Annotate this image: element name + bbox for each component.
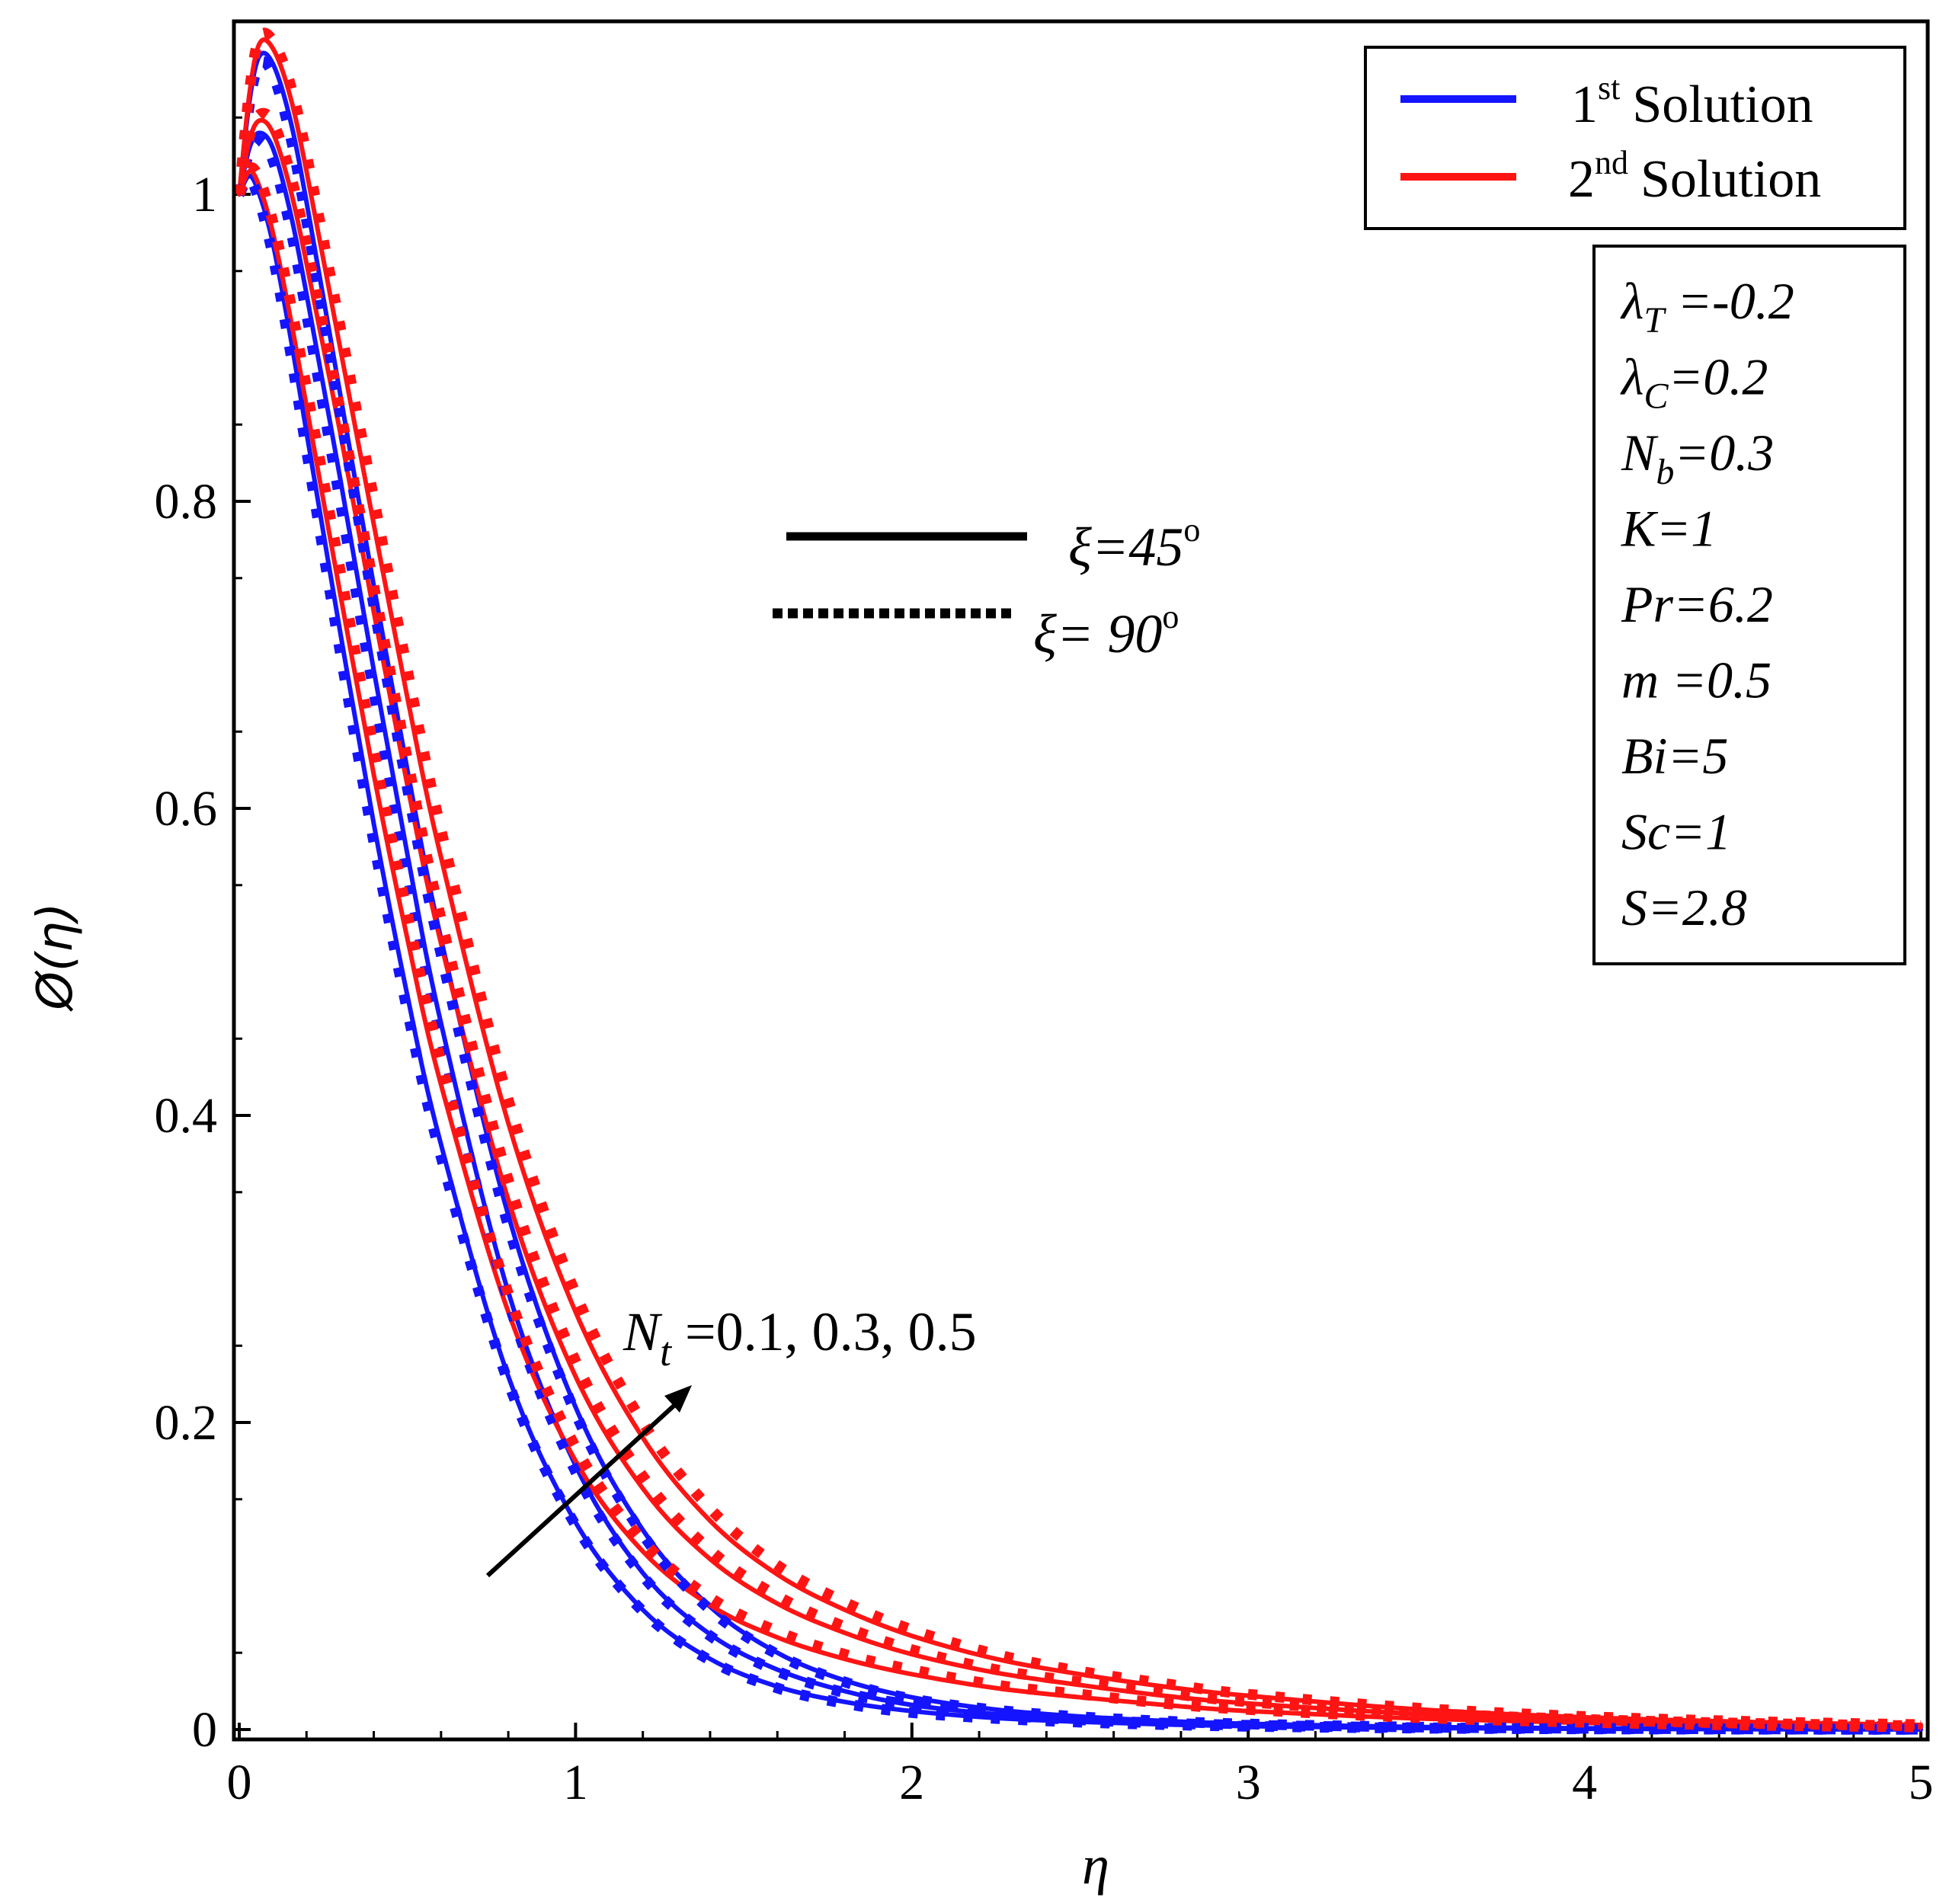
y-tick-label: 0.8 [155,474,218,530]
nt-annotation: Nt =0.1, 0.3, 0.5 [485,1301,977,1578]
parameter-box [1592,245,1906,965]
y-tick-label: 0.4 [155,1088,218,1144]
parameter-item: S=2.8 [1621,878,1747,936]
parameter-item: m =0.5 [1621,651,1772,709]
y-tick-label: 1 [192,167,217,222]
style-legend-dotted-label: ξ= 90o [1033,598,1179,664]
x-tick-label: 3 [1236,1755,1261,1810]
parameter-item: Pr=6.2 [1621,575,1773,633]
series-line-dotted-solution-2 [234,27,1922,1730]
x-tick-label: 1 [563,1755,588,1810]
x-tick-label: 2 [899,1755,924,1810]
nt-annotation-label: Nt =0.1, 0.3, 0.5 [623,1301,977,1374]
style-legend: ξ=45o ξ= 90o [773,511,1200,664]
legend: 1st Solution 2nd Solution [1364,46,1906,230]
x-tick-label: 0 [227,1755,252,1810]
y-axis-label: Ø(η) [27,903,84,1013]
parameter-item: λC=0.2 [1620,348,1768,417]
y-tick-label: 0.6 [155,781,218,837]
y-tick-label: 0.2 [155,1395,218,1451]
style-legend-solid-label: ξ=45o [1068,511,1200,578]
series-line-dotted-solution-2 [234,107,1922,1732]
x-tick-label: 4 [1572,1755,1597,1810]
legend-box [1364,46,1906,230]
series-line-solid-solution-2 [237,37,1923,1727]
y-tick-label: 0 [192,1702,217,1758]
parameter-item: Bi=5 [1621,727,1728,785]
parameter-list: λT =-0.2 λC=0.2 Nb=0.3 K=1 Pr=6.2 m =0.5 Bi=5… [1620,272,1794,936]
plot-curves [234,27,1923,1735]
plot-frame [232,19,1930,1742]
nt-arrow-head [664,1385,692,1413]
x-axis-label: η [1082,1835,1109,1896]
parameter-item: K=1 [1621,500,1717,558]
parameter-item: Nb=0.3 [1621,424,1774,492]
parameter-item: λT =-0.2 [1620,272,1794,341]
legend-label-solution-2: 2nd Solution [1568,144,1821,209]
parameter-item: Sc=1 [1621,803,1731,861]
x-tick-label: 5 [1909,1755,1934,1810]
legend-label-solution-1: 1st Solution [1571,69,1813,134]
nt-arrow-shaft [485,1400,680,1578]
tick-labels: 0 1 2 3 4 5 0 0.2 0.4 0.6 0.8 1 [155,167,1934,1810]
